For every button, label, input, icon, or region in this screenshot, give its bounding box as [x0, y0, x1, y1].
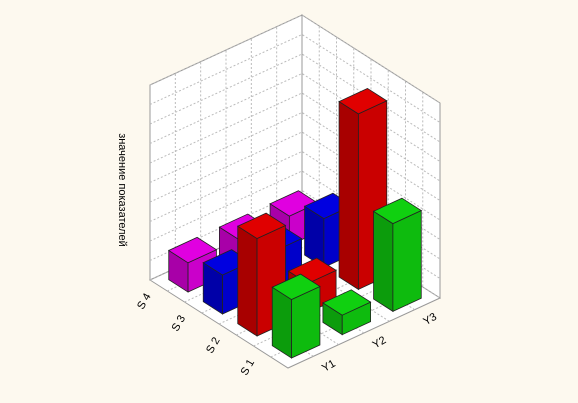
- wall-grid: [200, 61, 339, 346]
- grid-line: [149, 131, 441, 221]
- wall-grid: [184, 37, 337, 303]
- series-label: S 2: [204, 335, 223, 355]
- grid-line: [149, 111, 441, 201]
- wall-grid: [225, 50, 365, 334]
- bar-face: [392, 209, 422, 312]
- series-label: S 3: [170, 313, 189, 333]
- wall-grid: [167, 26, 320, 292]
- series-label: S 4: [135, 291, 154, 311]
- grid-line: [149, 92, 441, 182]
- bar: [322, 289, 372, 336]
- bar-face: [338, 88, 388, 115]
- bar-face: [322, 289, 372, 316]
- bar-face: [237, 225, 258, 337]
- grid-line: [149, 53, 441, 143]
- grid-line: [149, 33, 441, 123]
- x-tick-label: Y2: [371, 334, 389, 351]
- series-label: S 1: [239, 357, 258, 377]
- bar-face: [167, 236, 218, 264]
- z-axis-title: значение показателей: [116, 133, 128, 247]
- x-tick-label: Y1: [320, 358, 338, 375]
- bar: [372, 197, 423, 313]
- bar-face: [372, 197, 423, 225]
- grid-line: [149, 72, 441, 162]
- wall-grid: [270, 92, 424, 358]
- x-tick-label: Y3: [421, 311, 439, 328]
- bar-face: [236, 212, 287, 239]
- grid-line: [149, 14, 441, 104]
- wall-grid: [174, 73, 314, 357]
- bar-face: [271, 273, 321, 300]
- wall-grid: [253, 81, 406, 347]
- bar: [271, 273, 321, 359]
- wall-grid: [276, 26, 415, 311]
- wall-grid: [250, 38, 390, 322]
- bar-face: [338, 100, 359, 291]
- wall-grid: [236, 70, 389, 336]
- bar-face: [373, 210, 394, 313]
- bar: [167, 236, 218, 293]
